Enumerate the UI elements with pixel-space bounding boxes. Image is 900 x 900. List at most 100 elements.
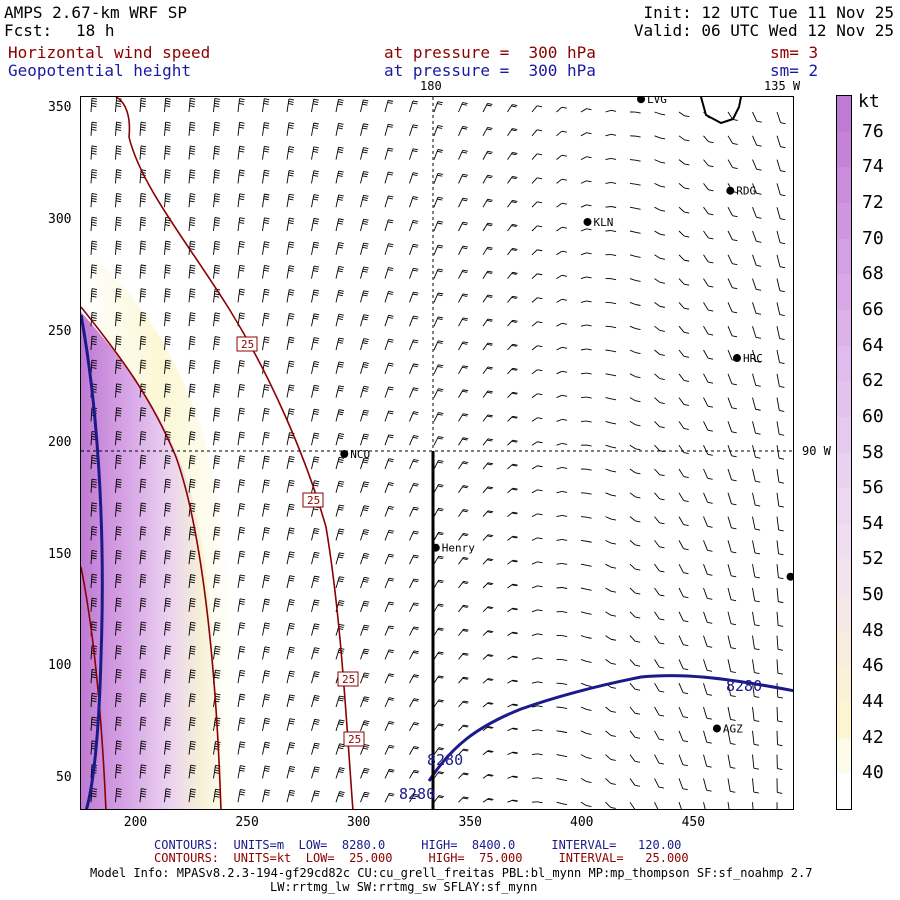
colorbar-segment bbox=[837, 666, 851, 703]
wind-barb bbox=[360, 791, 370, 803]
svg-text:25: 25 bbox=[342, 673, 355, 686]
wind-barb bbox=[580, 276, 592, 280]
wind-barb bbox=[703, 373, 714, 384]
wind-barb bbox=[678, 254, 690, 262]
wind-barb bbox=[409, 148, 419, 160]
wind-barb bbox=[262, 169, 270, 184]
wind-barb bbox=[556, 298, 568, 303]
wind-barb bbox=[458, 365, 469, 375]
wind-barb bbox=[409, 793, 420, 803]
wind-barb bbox=[531, 681, 543, 684]
wind-barb bbox=[360, 218, 369, 232]
wind-barb bbox=[654, 444, 665, 453]
wind-barb bbox=[139, 431, 147, 446]
wind-barb bbox=[605, 133, 617, 137]
station-label: RDG bbox=[736, 185, 756, 198]
wind-barb bbox=[164, 240, 171, 255]
wind-barb bbox=[409, 626, 419, 636]
wind-barb bbox=[678, 563, 689, 575]
wind-barb bbox=[115, 716, 122, 731]
wind-barb bbox=[507, 343, 518, 351]
wind-barb bbox=[654, 206, 666, 212]
wind-barb bbox=[482, 342, 493, 351]
wind-barb bbox=[727, 159, 738, 169]
wind-barb bbox=[580, 468, 592, 471]
wind-barb bbox=[164, 764, 172, 779]
wind-barb bbox=[531, 585, 543, 589]
wind-barb bbox=[605, 563, 617, 569]
wind-barb bbox=[482, 126, 493, 137]
colorbar-segment bbox=[837, 488, 851, 525]
wind-barb bbox=[360, 696, 370, 708]
wind-barb bbox=[433, 603, 444, 613]
wind-barb bbox=[335, 409, 345, 422]
wind-barb bbox=[188, 478, 196, 493]
wind-barb bbox=[482, 246, 493, 256]
wind-barb bbox=[115, 669, 122, 684]
wind-barb bbox=[237, 788, 246, 803]
wind-barb bbox=[384, 673, 395, 684]
wind-barb bbox=[458, 772, 469, 779]
wind-barb bbox=[188, 264, 196, 279]
station-label: KLN bbox=[593, 216, 613, 229]
wind-barb bbox=[433, 579, 444, 589]
wind-barb bbox=[727, 730, 736, 745]
wind-barb bbox=[482, 678, 494, 684]
wind-barb bbox=[507, 679, 519, 684]
wind-barb bbox=[409, 315, 419, 327]
wind-barb bbox=[752, 421, 761, 435]
wind-barb bbox=[335, 480, 345, 493]
wind-barb bbox=[703, 516, 713, 528]
wind-barb bbox=[703, 135, 714, 144]
wind-barb bbox=[360, 385, 369, 398]
wind-barb bbox=[262, 694, 271, 708]
wind-barb bbox=[139, 335, 147, 351]
wind-barb bbox=[629, 635, 641, 643]
wind-barb bbox=[115, 764, 122, 779]
colorbar-segment bbox=[837, 559, 851, 596]
wind-barb bbox=[139, 550, 147, 565]
wind-barb bbox=[115, 288, 122, 303]
wind-barb bbox=[580, 132, 592, 137]
wind-barb bbox=[776, 492, 784, 508]
wind-barb bbox=[629, 659, 641, 667]
wind-barb bbox=[311, 790, 320, 803]
wind-barb bbox=[409, 172, 419, 184]
wind-barb bbox=[237, 407, 245, 422]
wind-barb bbox=[556, 226, 567, 232]
wind-barb bbox=[164, 621, 172, 636]
wind-barb bbox=[335, 122, 344, 136]
wind-barb bbox=[335, 313, 344, 327]
wind-barb bbox=[654, 135, 666, 140]
wind-barb bbox=[237, 693, 246, 708]
wind-barb bbox=[605, 539, 617, 545]
wind-barb bbox=[286, 98, 295, 113]
wind-barb bbox=[90, 692, 98, 708]
wind-barb bbox=[654, 397, 665, 405]
wind-barb bbox=[556, 611, 568, 613]
wind-barb bbox=[139, 193, 147, 208]
wind-barb bbox=[311, 623, 320, 636]
colorbar-segment bbox=[837, 595, 851, 632]
wind-barb bbox=[213, 217, 221, 232]
wind-barb bbox=[507, 439, 518, 446]
colorbar-segment bbox=[837, 96, 851, 133]
wind-barb bbox=[433, 507, 444, 517]
wind-barb bbox=[213, 645, 221, 660]
colorbar-unit: kt bbox=[858, 91, 880, 112]
wind-barb bbox=[531, 273, 543, 279]
wind-barb bbox=[237, 598, 246, 612]
wind-barb bbox=[139, 240, 147, 255]
wind-barb bbox=[482, 318, 493, 327]
wind-barb bbox=[482, 294, 493, 303]
wind-barb bbox=[409, 722, 420, 732]
wind-barb bbox=[776, 635, 784, 651]
wind-barb bbox=[703, 278, 714, 288]
wind-barb bbox=[752, 349, 761, 363]
wind-barb bbox=[703, 206, 714, 216]
wind-barb bbox=[115, 502, 122, 517]
wind-barb bbox=[482, 462, 494, 470]
wind-barb bbox=[752, 587, 760, 603]
wind-barb bbox=[654, 635, 665, 645]
wind-barb bbox=[115, 692, 122, 708]
